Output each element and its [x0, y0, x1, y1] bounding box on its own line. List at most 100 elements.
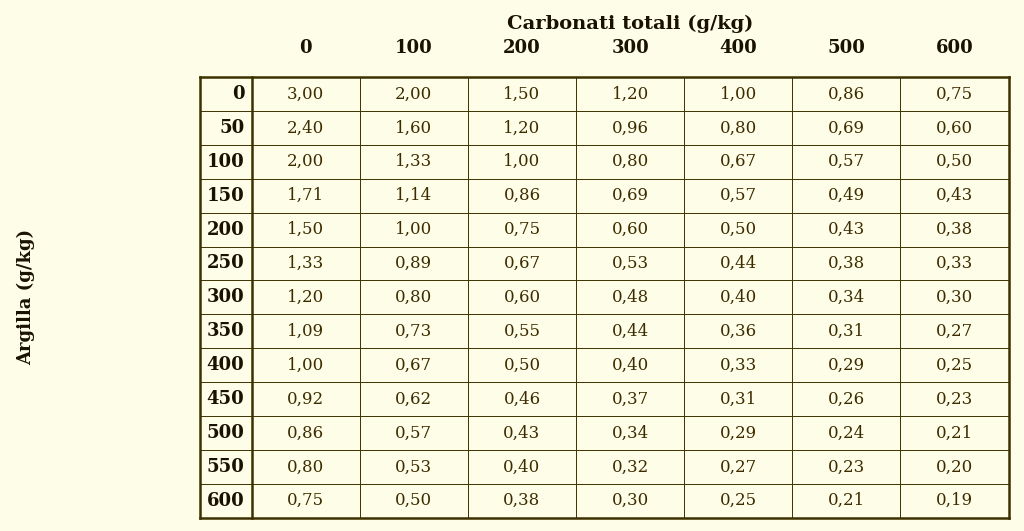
Text: 0,34: 0,34	[827, 289, 865, 306]
Text: 1,33: 1,33	[395, 153, 432, 170]
Text: 0,38: 0,38	[936, 221, 973, 238]
Text: 100: 100	[207, 153, 245, 171]
Text: 0,60: 0,60	[936, 119, 973, 136]
Text: 150: 150	[207, 187, 245, 204]
Text: 1,00: 1,00	[504, 153, 541, 170]
Text: 600: 600	[207, 492, 245, 510]
Text: 1,50: 1,50	[504, 85, 541, 102]
Text: 0,50: 0,50	[504, 357, 541, 374]
Text: 0,40: 0,40	[611, 357, 649, 374]
Text: 0,80: 0,80	[395, 289, 432, 306]
Text: 0,60: 0,60	[611, 221, 648, 238]
Text: 0,25: 0,25	[720, 492, 757, 509]
Text: 400: 400	[720, 39, 757, 57]
Text: 0,53: 0,53	[611, 255, 648, 272]
Text: 0,31: 0,31	[720, 391, 757, 408]
Text: 1,20: 1,20	[504, 119, 541, 136]
Text: 0,57: 0,57	[827, 153, 865, 170]
Text: 0,80: 0,80	[720, 119, 757, 136]
Text: 500: 500	[827, 39, 865, 57]
Text: 0,86: 0,86	[504, 187, 541, 204]
Text: 0,75: 0,75	[936, 85, 973, 102]
Text: 300: 300	[611, 39, 649, 57]
Text: 0,92: 0,92	[287, 391, 325, 408]
Text: 0,25: 0,25	[936, 357, 973, 374]
Text: 0,96: 0,96	[611, 119, 648, 136]
Text: 3,00: 3,00	[287, 85, 325, 102]
Text: 0,69: 0,69	[611, 187, 648, 204]
Text: 0: 0	[231, 85, 245, 103]
Text: 600: 600	[936, 39, 974, 57]
Text: 0,24: 0,24	[827, 424, 865, 441]
Text: 0,75: 0,75	[287, 492, 325, 509]
Text: 50: 50	[219, 119, 245, 137]
Text: 0,38: 0,38	[827, 255, 865, 272]
Text: 0,23: 0,23	[936, 391, 973, 408]
Text: 1,20: 1,20	[611, 85, 649, 102]
Text: 0,53: 0,53	[395, 458, 432, 475]
Text: 0,89: 0,89	[395, 255, 432, 272]
Text: 1,00: 1,00	[395, 221, 432, 238]
Text: 0,69: 0,69	[828, 119, 865, 136]
Text: 200: 200	[207, 220, 245, 238]
Text: 0,21: 0,21	[936, 424, 973, 441]
Text: 1,00: 1,00	[287, 357, 325, 374]
Text: 0,20: 0,20	[936, 458, 973, 475]
Text: 0,44: 0,44	[611, 323, 649, 340]
Text: 0: 0	[299, 39, 312, 57]
Text: 200: 200	[503, 39, 541, 57]
Text: 0,57: 0,57	[720, 187, 757, 204]
Text: 0,67: 0,67	[720, 153, 757, 170]
Text: 0,57: 0,57	[395, 424, 432, 441]
Text: 0,33: 0,33	[936, 255, 973, 272]
Text: 1,00: 1,00	[720, 85, 757, 102]
Text: 0,36: 0,36	[720, 323, 757, 340]
Text: 500: 500	[207, 424, 245, 442]
Text: 1,60: 1,60	[395, 119, 432, 136]
Text: Argilla (g/kg): Argilla (g/kg)	[16, 229, 35, 365]
Text: 0,29: 0,29	[720, 424, 757, 441]
Text: 0,38: 0,38	[504, 492, 541, 509]
Text: Carbonati totali (g/kg): Carbonati totali (g/kg)	[507, 15, 754, 33]
Text: 0,50: 0,50	[936, 153, 973, 170]
Text: 0,44: 0,44	[720, 255, 757, 272]
Text: 0,80: 0,80	[611, 153, 649, 170]
Text: 0,86: 0,86	[827, 85, 865, 102]
Text: 0,67: 0,67	[504, 255, 541, 272]
Text: 0,73: 0,73	[395, 323, 432, 340]
Text: 0,62: 0,62	[395, 391, 432, 408]
Text: 0,55: 0,55	[504, 323, 541, 340]
Text: 1,20: 1,20	[287, 289, 325, 306]
Text: 450: 450	[207, 390, 245, 408]
Text: 0,60: 0,60	[504, 289, 541, 306]
Text: 0,43: 0,43	[827, 221, 865, 238]
Text: 2,00: 2,00	[287, 153, 325, 170]
Text: 0,30: 0,30	[936, 289, 973, 306]
Text: 0,33: 0,33	[720, 357, 757, 374]
Text: 0,27: 0,27	[720, 458, 757, 475]
Text: 0,50: 0,50	[395, 492, 432, 509]
Text: 0,37: 0,37	[611, 391, 649, 408]
Text: 300: 300	[207, 288, 245, 306]
Text: 1,71: 1,71	[287, 187, 325, 204]
Text: 2,00: 2,00	[395, 85, 432, 102]
Text: 0,40: 0,40	[504, 458, 541, 475]
Text: 0,21: 0,21	[827, 492, 865, 509]
Text: 0,75: 0,75	[504, 221, 541, 238]
Text: 0,27: 0,27	[936, 323, 973, 340]
Text: 0,67: 0,67	[395, 357, 432, 374]
Text: 350: 350	[207, 322, 245, 340]
Text: 0,48: 0,48	[611, 289, 649, 306]
Text: 0,26: 0,26	[827, 391, 865, 408]
Text: 0,80: 0,80	[287, 458, 325, 475]
Text: 1,33: 1,33	[287, 255, 325, 272]
Text: 2,40: 2,40	[287, 119, 325, 136]
Text: 1,14: 1,14	[395, 187, 432, 204]
Text: 0,86: 0,86	[287, 424, 325, 441]
Text: 0,46: 0,46	[504, 391, 541, 408]
Text: 400: 400	[207, 356, 245, 374]
Text: 0,50: 0,50	[720, 221, 757, 238]
Text: 0,30: 0,30	[611, 492, 649, 509]
Text: 1,50: 1,50	[287, 221, 325, 238]
Text: 0,43: 0,43	[936, 187, 973, 204]
